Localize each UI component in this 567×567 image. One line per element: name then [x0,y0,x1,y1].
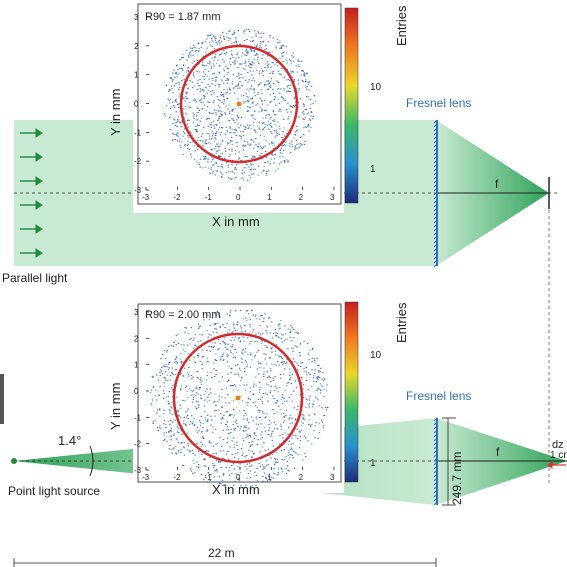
y-axis-label: Y in mm [108,383,123,430]
colorbar-tick: 1 [370,164,376,175]
arrow-icon [20,248,43,258]
arrow-icon [20,200,43,210]
x-tick-label: 3 [330,473,335,482]
angle-label: 1.4° [58,433,81,448]
y-tick-label: 0 [134,387,139,396]
bottom-panel: f 1.4° Point light source Fresnel lens 2… [0,300,567,567]
x-tick-label: 2 [299,193,304,202]
scatter-points [163,28,316,181]
r90-circle [172,332,304,464]
arrow-icon [20,152,43,162]
fresnel-lens-label-top: Fresnel lens [406,96,471,110]
x-tick-label: 0 [236,193,241,202]
y-tick-label: 3 [134,308,139,317]
y-tick-label: 2 [134,42,139,51]
top-panel: f Fresnel lens Parallel light R90 = 1.87… [2,0,560,285]
y-tick-label: 1 [134,71,139,80]
colorbar-label: Entries [394,302,409,343]
colorbar-tick: 10 [370,82,382,93]
point-source-label: Point light source [8,484,100,498]
dz-arrow-icon [547,461,566,469]
r90-label: R90 = 2.00 mm [145,309,221,321]
y-axis-label: Y in mm [108,89,123,136]
r90-label: R90 = 1.87 mm [145,11,221,23]
y-tick-label: -2 [134,440,142,449]
x-tick-label: -2 [173,473,181,482]
angle-arc [89,445,94,477]
x-tick-label: 1 [267,473,272,482]
x-tick-label: -1 [205,193,213,202]
x-ticks: -3 -2 -1 0 1 2 3 [142,187,335,202]
y-tick-label: -1 [134,128,142,137]
y-ticks: 3 2 1 0 -1 -2 -3 [134,13,149,195]
x-ticks: -3 -2 -1 0 1 2 3 [142,467,335,482]
y-tick-label: -2 [134,157,142,166]
x-tick-label: -3 [142,193,150,202]
focal-label-bottom: f [496,445,500,459]
arrows-top [20,128,43,258]
colorbar-tick: 10 [370,350,382,361]
parallel-light-label: Parallel light [2,271,68,285]
y-tick-label: -1 [134,413,142,422]
x-axis-label: X in mm [212,214,260,229]
point-source-dot [11,458,17,464]
aperture-label: 249.7 mm [450,452,464,505]
y-tick-label: 1 [134,361,139,370]
x-tick-label: -1 [205,473,213,482]
x-tick-label: -2 [173,193,181,202]
r90-circle [179,44,299,164]
fresnel-lens-top [433,119,438,268]
fresnel-lens-bottom [433,417,438,506]
y-tick-label: -3 [134,186,142,195]
arrow-icon [20,224,43,234]
y-tick-label: -3 [134,466,142,475]
y-tick-label: 3 [134,13,139,22]
arrow-icon [20,128,43,138]
arrow-icon [20,176,43,186]
x-tick-label: 1 [267,193,272,202]
y-tick-label: 2 [134,334,139,343]
x-tick-label: 2 [299,473,304,482]
colorbar-label: Entries [394,5,409,46]
colorbar [344,301,359,483]
dz-value-label: 1 cm [550,450,567,461]
focal-label-top: f [495,177,499,191]
x-axis-label: X in mm [212,482,260,497]
x-tick-label: 0 [236,473,241,482]
y-tick-label: 0 [134,100,139,109]
fresnel-lens-label-bottom: Fresnel lens [406,389,471,403]
distance-label: 22 m [208,546,235,560]
light-source-device [0,374,4,424]
x-tick-label: 3 [330,193,335,202]
colorbar [344,7,359,204]
dz-label: dz [552,439,564,451]
colorbar-tick: 1 [370,458,376,469]
plot-frame [137,3,342,205]
plot-frame [137,303,342,483]
x-tick-label: -3 [142,473,150,482]
y-ticks: 3 2 1 0 -1 -2 -3 [134,308,149,475]
